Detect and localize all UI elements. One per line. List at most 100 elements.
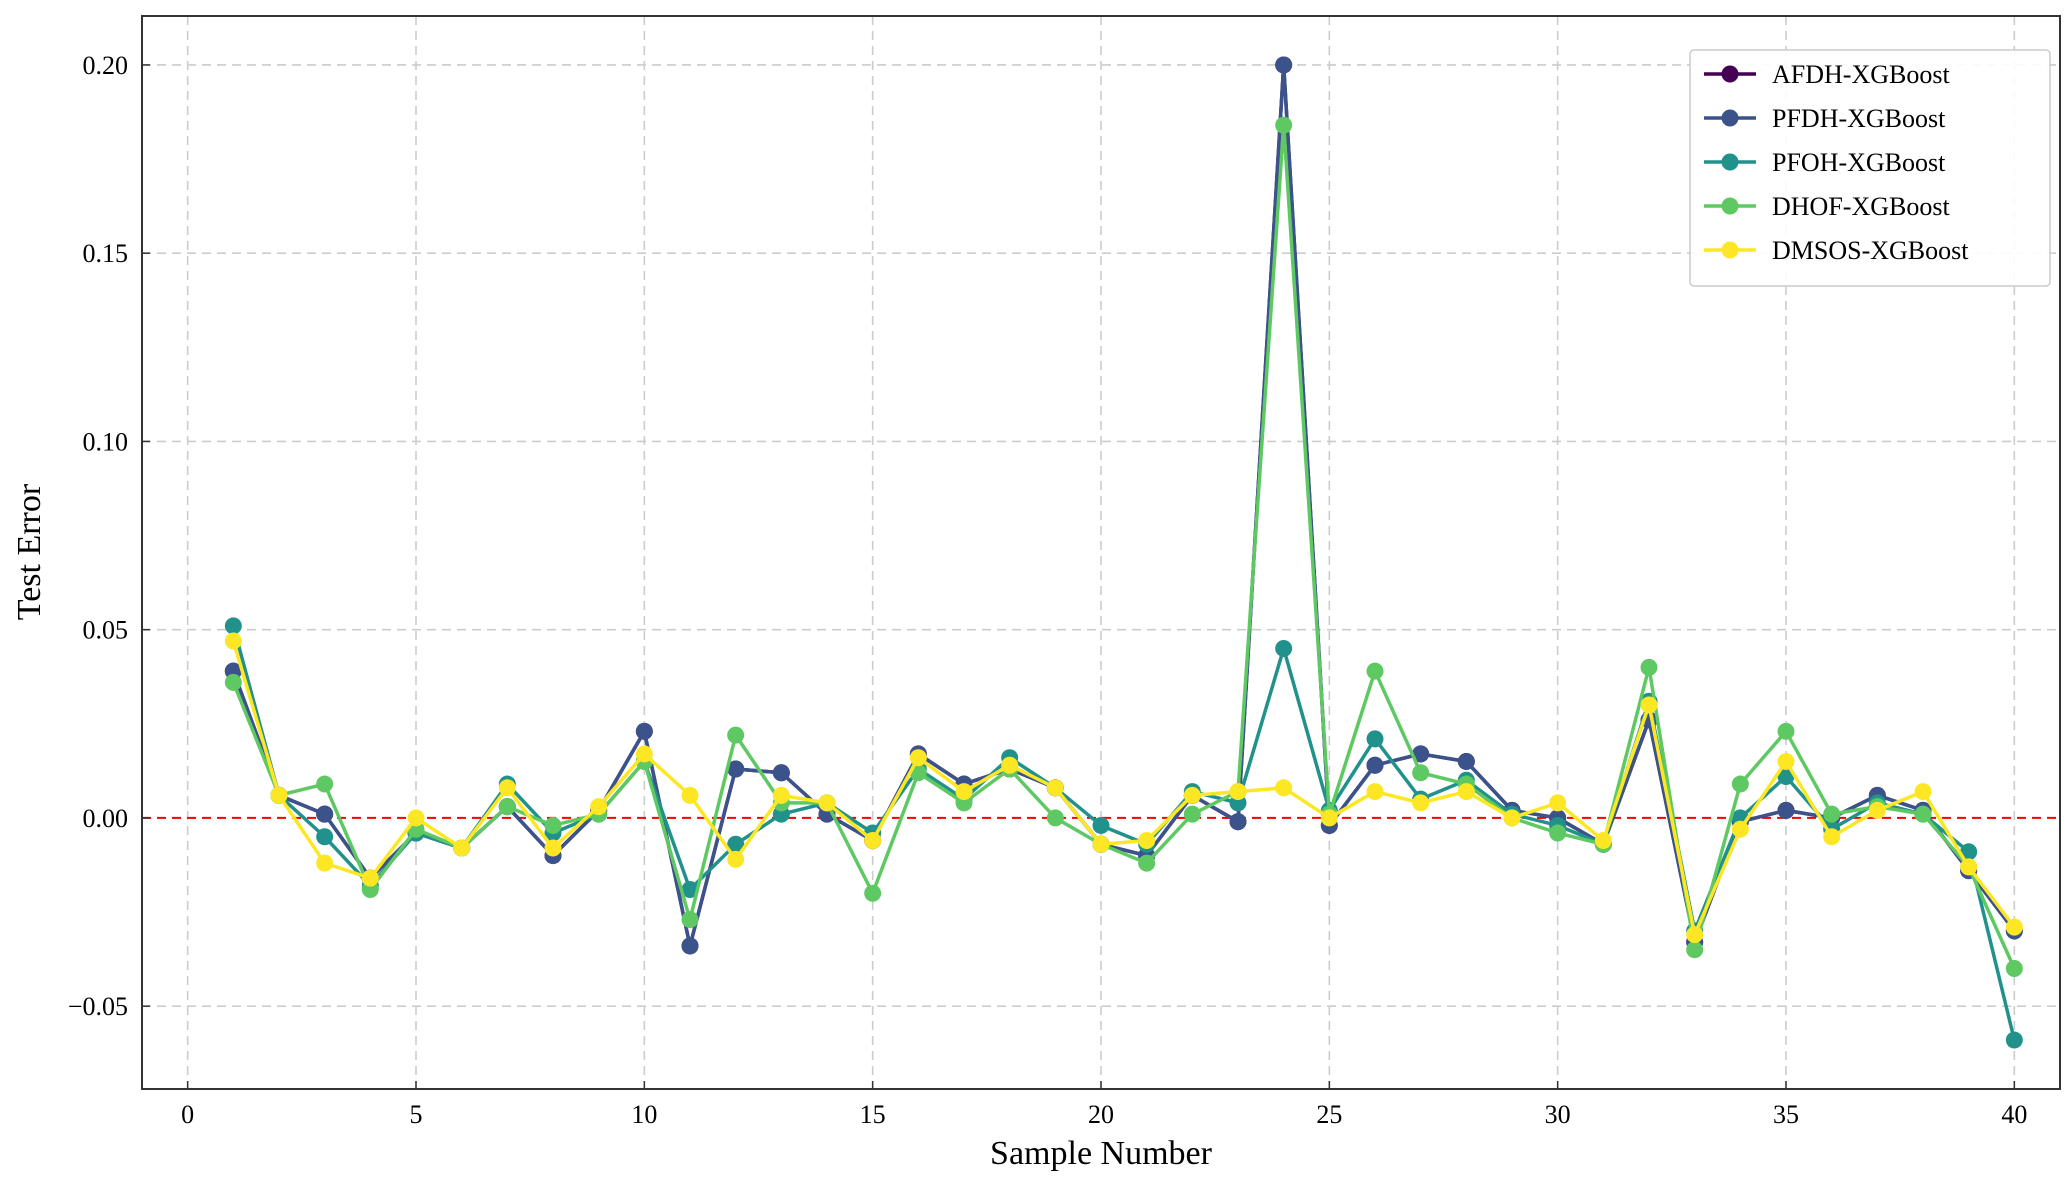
legend-entry-label: PFDH-XGBoost bbox=[1772, 104, 1946, 133]
data-point bbox=[1731, 820, 1749, 838]
series-layer bbox=[224, 56, 2023, 1049]
data-point bbox=[2005, 960, 2023, 978]
y-tick-label: 0.05 bbox=[83, 616, 129, 645]
data-point bbox=[544, 816, 562, 834]
data-point bbox=[1914, 805, 1932, 823]
y-tick-label: 0.15 bbox=[83, 239, 129, 268]
series-line-pfoh-xgboost bbox=[231, 625, 2017, 1041]
data-point bbox=[681, 880, 699, 898]
legend-swatch-marker bbox=[1721, 65, 1739, 83]
data-point bbox=[1046, 809, 1064, 827]
x-tick-label: 35 bbox=[1773, 1100, 1799, 1129]
data-point bbox=[681, 911, 699, 929]
y-tick-label: 0.10 bbox=[83, 427, 129, 456]
x-tick-label: 30 bbox=[1545, 1100, 1571, 1129]
data-point bbox=[864, 832, 882, 850]
data-point bbox=[727, 850, 745, 868]
data-point bbox=[1275, 56, 1293, 74]
data-point bbox=[1412, 794, 1430, 812]
data-point bbox=[909, 749, 927, 767]
legend-swatch-marker bbox=[1721, 197, 1739, 215]
data-point bbox=[544, 839, 562, 857]
data-point bbox=[1229, 813, 1247, 831]
data-point bbox=[1320, 809, 1338, 827]
data-point bbox=[1092, 816, 1110, 834]
data-point bbox=[1275, 116, 1293, 134]
x-tick-label: 10 bbox=[631, 1100, 657, 1129]
x-tick-label: 20 bbox=[1088, 1100, 1114, 1129]
data-point bbox=[1868, 801, 1886, 819]
data-point bbox=[224, 632, 242, 650]
data-point bbox=[1503, 809, 1521, 827]
y-tick-label: 0.00 bbox=[83, 804, 129, 833]
legend-swatch-marker bbox=[1721, 241, 1739, 259]
data-point bbox=[1686, 941, 1704, 959]
data-point bbox=[1686, 926, 1704, 944]
legend-entry-label: AFDH-XGBoost bbox=[1772, 60, 1950, 89]
data-point bbox=[361, 869, 379, 887]
data-point bbox=[1275, 640, 1293, 658]
y-axis-label: Test Error bbox=[11, 483, 48, 620]
x-axis-label: Sample Number bbox=[990, 1135, 1213, 1172]
data-point bbox=[1092, 835, 1110, 853]
data-point bbox=[2005, 1031, 2023, 1049]
data-point bbox=[1549, 824, 1567, 842]
data-point bbox=[1549, 794, 1567, 812]
data-point bbox=[1960, 843, 1978, 861]
data-point bbox=[1046, 779, 1064, 797]
data-point bbox=[1777, 801, 1795, 819]
x-tick-label: 5 bbox=[410, 1100, 423, 1129]
data-point bbox=[1823, 828, 1841, 846]
y-tick-label: −0.05 bbox=[68, 992, 128, 1021]
data-point bbox=[1640, 658, 1658, 676]
data-point bbox=[1914, 783, 1932, 801]
data-point bbox=[727, 760, 745, 778]
data-point bbox=[1823, 805, 1841, 823]
data-point bbox=[2005, 918, 2023, 936]
data-point bbox=[1412, 764, 1430, 782]
data-point bbox=[1366, 783, 1384, 801]
series-dmsos-xgboost bbox=[224, 632, 2023, 944]
data-point bbox=[1183, 805, 1201, 823]
data-point bbox=[772, 764, 790, 782]
data-point bbox=[727, 726, 745, 744]
data-point bbox=[1183, 786, 1201, 804]
data-point bbox=[1138, 832, 1156, 850]
data-point bbox=[453, 839, 471, 857]
data-point bbox=[727, 835, 745, 853]
axis-ticks: 0 5 10 15 20 25 30 35 40 −0.05 0.00 0.05 0.10 0.15 0.2… bbox=[68, 51, 2028, 1129]
series-line-dmsos-xgboost bbox=[231, 640, 2016, 937]
x-tick-label: 0 bbox=[181, 1100, 194, 1129]
data-point bbox=[772, 786, 790, 804]
data-point bbox=[681, 937, 699, 955]
data-point bbox=[316, 828, 334, 846]
data-point bbox=[681, 786, 699, 804]
data-point bbox=[498, 779, 516, 797]
data-point bbox=[1138, 854, 1156, 872]
data-point bbox=[224, 617, 242, 635]
data-point bbox=[316, 854, 334, 872]
legend-swatch-marker bbox=[1721, 109, 1739, 127]
data-point bbox=[498, 798, 516, 816]
data-point bbox=[955, 783, 973, 801]
data-point bbox=[270, 786, 288, 804]
data-point bbox=[1731, 775, 1749, 793]
x-tick-label: 15 bbox=[860, 1100, 886, 1129]
data-point bbox=[1777, 752, 1795, 770]
x-tick-label: 40 bbox=[2001, 1100, 2027, 1129]
data-point bbox=[864, 884, 882, 902]
data-point bbox=[1001, 756, 1019, 774]
data-point bbox=[407, 809, 425, 827]
legend-entry-label: DMSOS-XGBoost bbox=[1772, 236, 1969, 265]
data-point bbox=[1457, 752, 1475, 770]
data-point bbox=[1412, 745, 1430, 763]
data-point bbox=[1229, 783, 1247, 801]
data-point bbox=[1960, 858, 1978, 876]
data-point bbox=[1366, 756, 1384, 774]
data-point bbox=[590, 798, 608, 816]
data-point bbox=[1640, 696, 1658, 714]
data-point bbox=[316, 775, 334, 793]
y-tick-label: 0.20 bbox=[83, 51, 129, 80]
data-point bbox=[1777, 768, 1795, 786]
